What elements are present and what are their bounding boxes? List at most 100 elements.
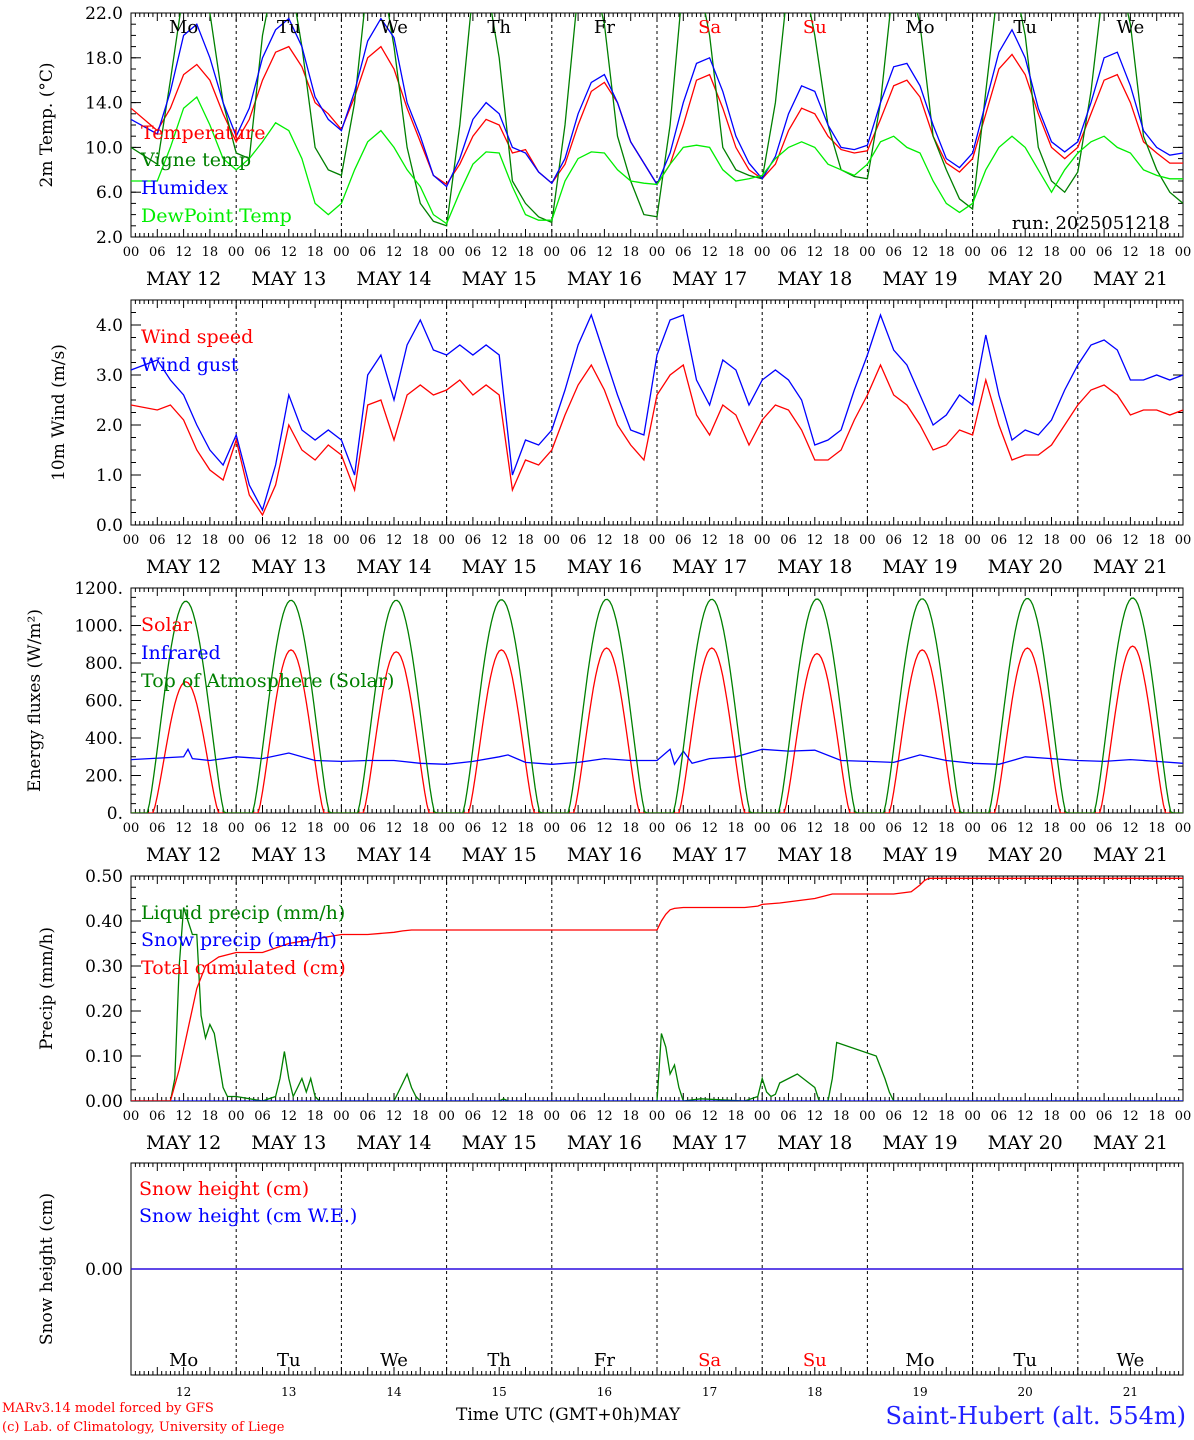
date-label: MAY 17 xyxy=(672,844,747,866)
hour-tick-label: 18 xyxy=(412,1109,429,1124)
hour-tick-label: 12 xyxy=(1122,533,1139,548)
y-tick-label: 0.00 xyxy=(85,1092,123,1112)
date-label: MAY 21 xyxy=(1093,556,1168,578)
x-axis-label: Time UTC (GMT+0h) xyxy=(456,1405,641,1425)
hour-tick-label: 06 xyxy=(991,245,1008,260)
weekday-label: Sa xyxy=(698,1350,721,1371)
legend-entry: Top of Atmosphere (Solar) xyxy=(141,670,394,692)
hour-tick-label: 18 xyxy=(307,821,324,836)
hour-tick-label: 00 xyxy=(438,1109,455,1124)
hour-tick-label: 12 xyxy=(701,533,718,548)
hour-tick-label: 00 xyxy=(964,1109,981,1124)
series-line-vigne-temp xyxy=(131,13,1183,227)
weekday-label: We xyxy=(380,1350,408,1371)
hour-tick-label: 18 xyxy=(833,245,850,260)
hour-tick-label: 18 xyxy=(833,533,850,548)
hour-tick-label: 12 xyxy=(1017,821,1034,836)
hour-tick-label: 00 xyxy=(859,533,876,548)
hour-tick-label: 18 xyxy=(1148,245,1165,260)
hour-tick-label: 18 xyxy=(307,245,324,260)
hour-tick-label: 06 xyxy=(254,533,271,548)
y-tick-label: 0.0 xyxy=(96,516,123,536)
hour-tick-label: 06 xyxy=(780,1109,797,1124)
weekday-label: Sa xyxy=(698,17,721,38)
weekday-label: Th xyxy=(487,17,511,38)
hour-tick-label: 06 xyxy=(570,821,587,836)
series-line-humidex xyxy=(131,17,1183,188)
weekday-label: We xyxy=(1117,17,1145,38)
hour-tick-label: 00 xyxy=(754,533,771,548)
hour-tick-label: 12 xyxy=(386,1109,403,1124)
date-label: MAY 20 xyxy=(988,268,1063,290)
weekday-label: Mo xyxy=(169,1350,198,1371)
hour-tick-label: 18 xyxy=(517,821,534,836)
hour-tick-label: 06 xyxy=(1096,1109,1113,1124)
hour-tick-label: 00 xyxy=(1070,533,1087,548)
legend-entry: Snow height (cm W.E.) xyxy=(139,1205,357,1227)
hour-tick-label: 06 xyxy=(465,821,482,836)
hour-tick-label: 12 xyxy=(701,821,718,836)
date-label: MAY 18 xyxy=(777,556,852,578)
hour-tick-label: 12 xyxy=(701,1109,718,1124)
y-tick-label: 800. xyxy=(85,654,123,674)
hour-tick-label: 00 xyxy=(1175,1109,1192,1124)
hour-tick-label: 18 xyxy=(622,1109,639,1124)
day-number-label: 19 xyxy=(912,1385,927,1399)
date-label: MAY 15 xyxy=(462,268,537,290)
hour-tick-label: 18 xyxy=(1043,245,1060,260)
hour-tick-label: 06 xyxy=(359,533,376,548)
hour-tick-label: 12 xyxy=(491,245,508,260)
hour-tick-label: 12 xyxy=(912,533,929,548)
legend-entry: Vigne temp xyxy=(140,149,251,171)
hour-tick-label: 06 xyxy=(780,533,797,548)
hour-tick-label: 18 xyxy=(412,533,429,548)
hour-tick-label: 18 xyxy=(1148,533,1165,548)
hour-tick-label: 00 xyxy=(1175,245,1192,260)
hour-tick-label: 18 xyxy=(622,533,639,548)
hour-tick-label: 06 xyxy=(991,821,1008,836)
date-label: MAY 14 xyxy=(356,1132,431,1154)
hour-tick-label: 12 xyxy=(596,533,613,548)
hour-tick-label: 18 xyxy=(1148,821,1165,836)
hour-tick-label: 00 xyxy=(1070,245,1087,260)
weekday-label: Mo xyxy=(905,1350,934,1371)
hour-tick-label: 00 xyxy=(228,821,245,836)
y-tick-label: 10.0 xyxy=(85,138,123,158)
hour-tick-label: 12 xyxy=(807,1109,824,1124)
hour-tick-label: 00 xyxy=(649,245,666,260)
weekday-label: Th xyxy=(487,1350,511,1371)
hour-tick-label: 18 xyxy=(622,245,639,260)
y-tick-label: 4.0 xyxy=(96,316,123,336)
date-label: MAY 21 xyxy=(1093,1132,1168,1154)
credit-line-2: (c) Lab. of Climatology, University of L… xyxy=(2,1420,285,1435)
hour-tick-label: 06 xyxy=(149,1109,166,1124)
panel-frame xyxy=(130,587,1184,814)
hour-tick-label: 06 xyxy=(254,245,271,260)
y-tick-label: 0.30 xyxy=(85,957,123,977)
date-label: MAY 13 xyxy=(251,268,326,290)
hour-tick-label: 18 xyxy=(1148,1109,1165,1124)
y-tick-label: 18.0 xyxy=(85,49,123,69)
y-tick-label: 2.0 xyxy=(96,228,123,248)
series-line-wind-gust xyxy=(131,313,1183,512)
hour-tick-label: 18 xyxy=(517,533,534,548)
weekday-label: Tu xyxy=(277,17,301,38)
hour-tick-label: 12 xyxy=(596,245,613,260)
hour-tick-label: 18 xyxy=(622,821,639,836)
hour-tick-label: 00 xyxy=(649,533,666,548)
hour-tick-label: 06 xyxy=(675,245,692,260)
hour-tick-label: 18 xyxy=(728,1109,745,1124)
hour-tick-label: 18 xyxy=(202,245,219,260)
hour-tick-label: 18 xyxy=(938,245,955,260)
hour-tick-label: 00 xyxy=(1070,1109,1087,1124)
weekday-label: Mo xyxy=(169,17,198,38)
date-label: MAY 19 xyxy=(882,1132,957,1154)
legend-entry: Solar xyxy=(141,614,193,636)
hour-tick-label: 12 xyxy=(912,1109,929,1124)
hour-tick-label: 06 xyxy=(359,245,376,260)
date-label: MAY 13 xyxy=(251,556,326,578)
hour-tick-label: 06 xyxy=(570,533,587,548)
date-label: MAY 21 xyxy=(1093,844,1168,866)
date-label: MAY 19 xyxy=(882,556,957,578)
